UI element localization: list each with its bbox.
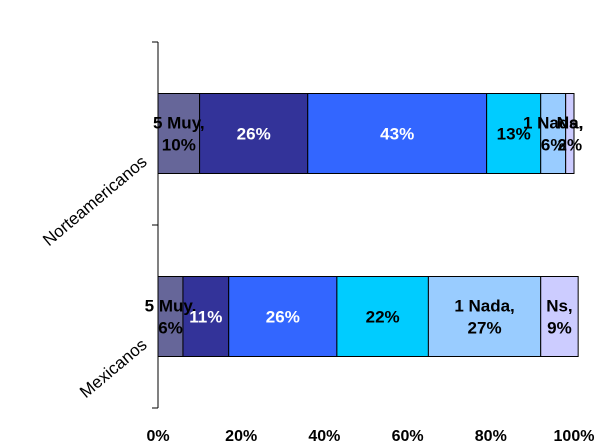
x-tick-label: 100% xyxy=(554,428,595,445)
x-tick-label: 0% xyxy=(146,428,169,445)
category-label: Norteamericanos xyxy=(39,152,150,250)
chart-bars xyxy=(157,93,579,357)
bar-segment xyxy=(199,93,309,174)
bar-segment xyxy=(540,276,579,357)
bar-segment xyxy=(182,276,230,357)
data-label: 1 Nada, 27% xyxy=(454,297,514,338)
bar-segment xyxy=(427,276,542,357)
x-tick-label: 40% xyxy=(308,428,340,445)
data-label: 43% xyxy=(380,125,414,144)
bar-segment xyxy=(157,93,201,174)
data-label: 11% xyxy=(189,308,222,327)
data-label: 22% xyxy=(366,308,400,327)
data-label: Ns, 2% xyxy=(557,114,583,155)
category-label: Mexicanos xyxy=(76,335,150,402)
data-label: 5 Muy, 6% xyxy=(145,297,197,338)
data-label: 13% xyxy=(497,125,531,144)
bar-segment xyxy=(157,276,184,357)
bar-segment xyxy=(565,93,575,174)
chart-labels: 5 Muy, 10% 26% 43% 13%1 Nada, 6%Ns, 2% 5 Muy, 6%… xyxy=(145,114,584,338)
data-label: Ns, 9% xyxy=(546,297,572,338)
data-label: 1 Nada, 6% xyxy=(523,114,583,155)
data-label: 26% xyxy=(237,125,271,144)
bar-segment xyxy=(228,276,338,357)
x-tick-label: 80% xyxy=(475,428,507,445)
x-tick-label: 60% xyxy=(392,428,424,445)
bar-segment xyxy=(540,93,567,174)
data-label: 5 Muy, 10% xyxy=(153,114,205,155)
bar-segment xyxy=(307,93,488,174)
data-label: 26% xyxy=(266,308,300,327)
bar-segment xyxy=(336,276,429,357)
x-tick-label: 20% xyxy=(225,428,257,445)
